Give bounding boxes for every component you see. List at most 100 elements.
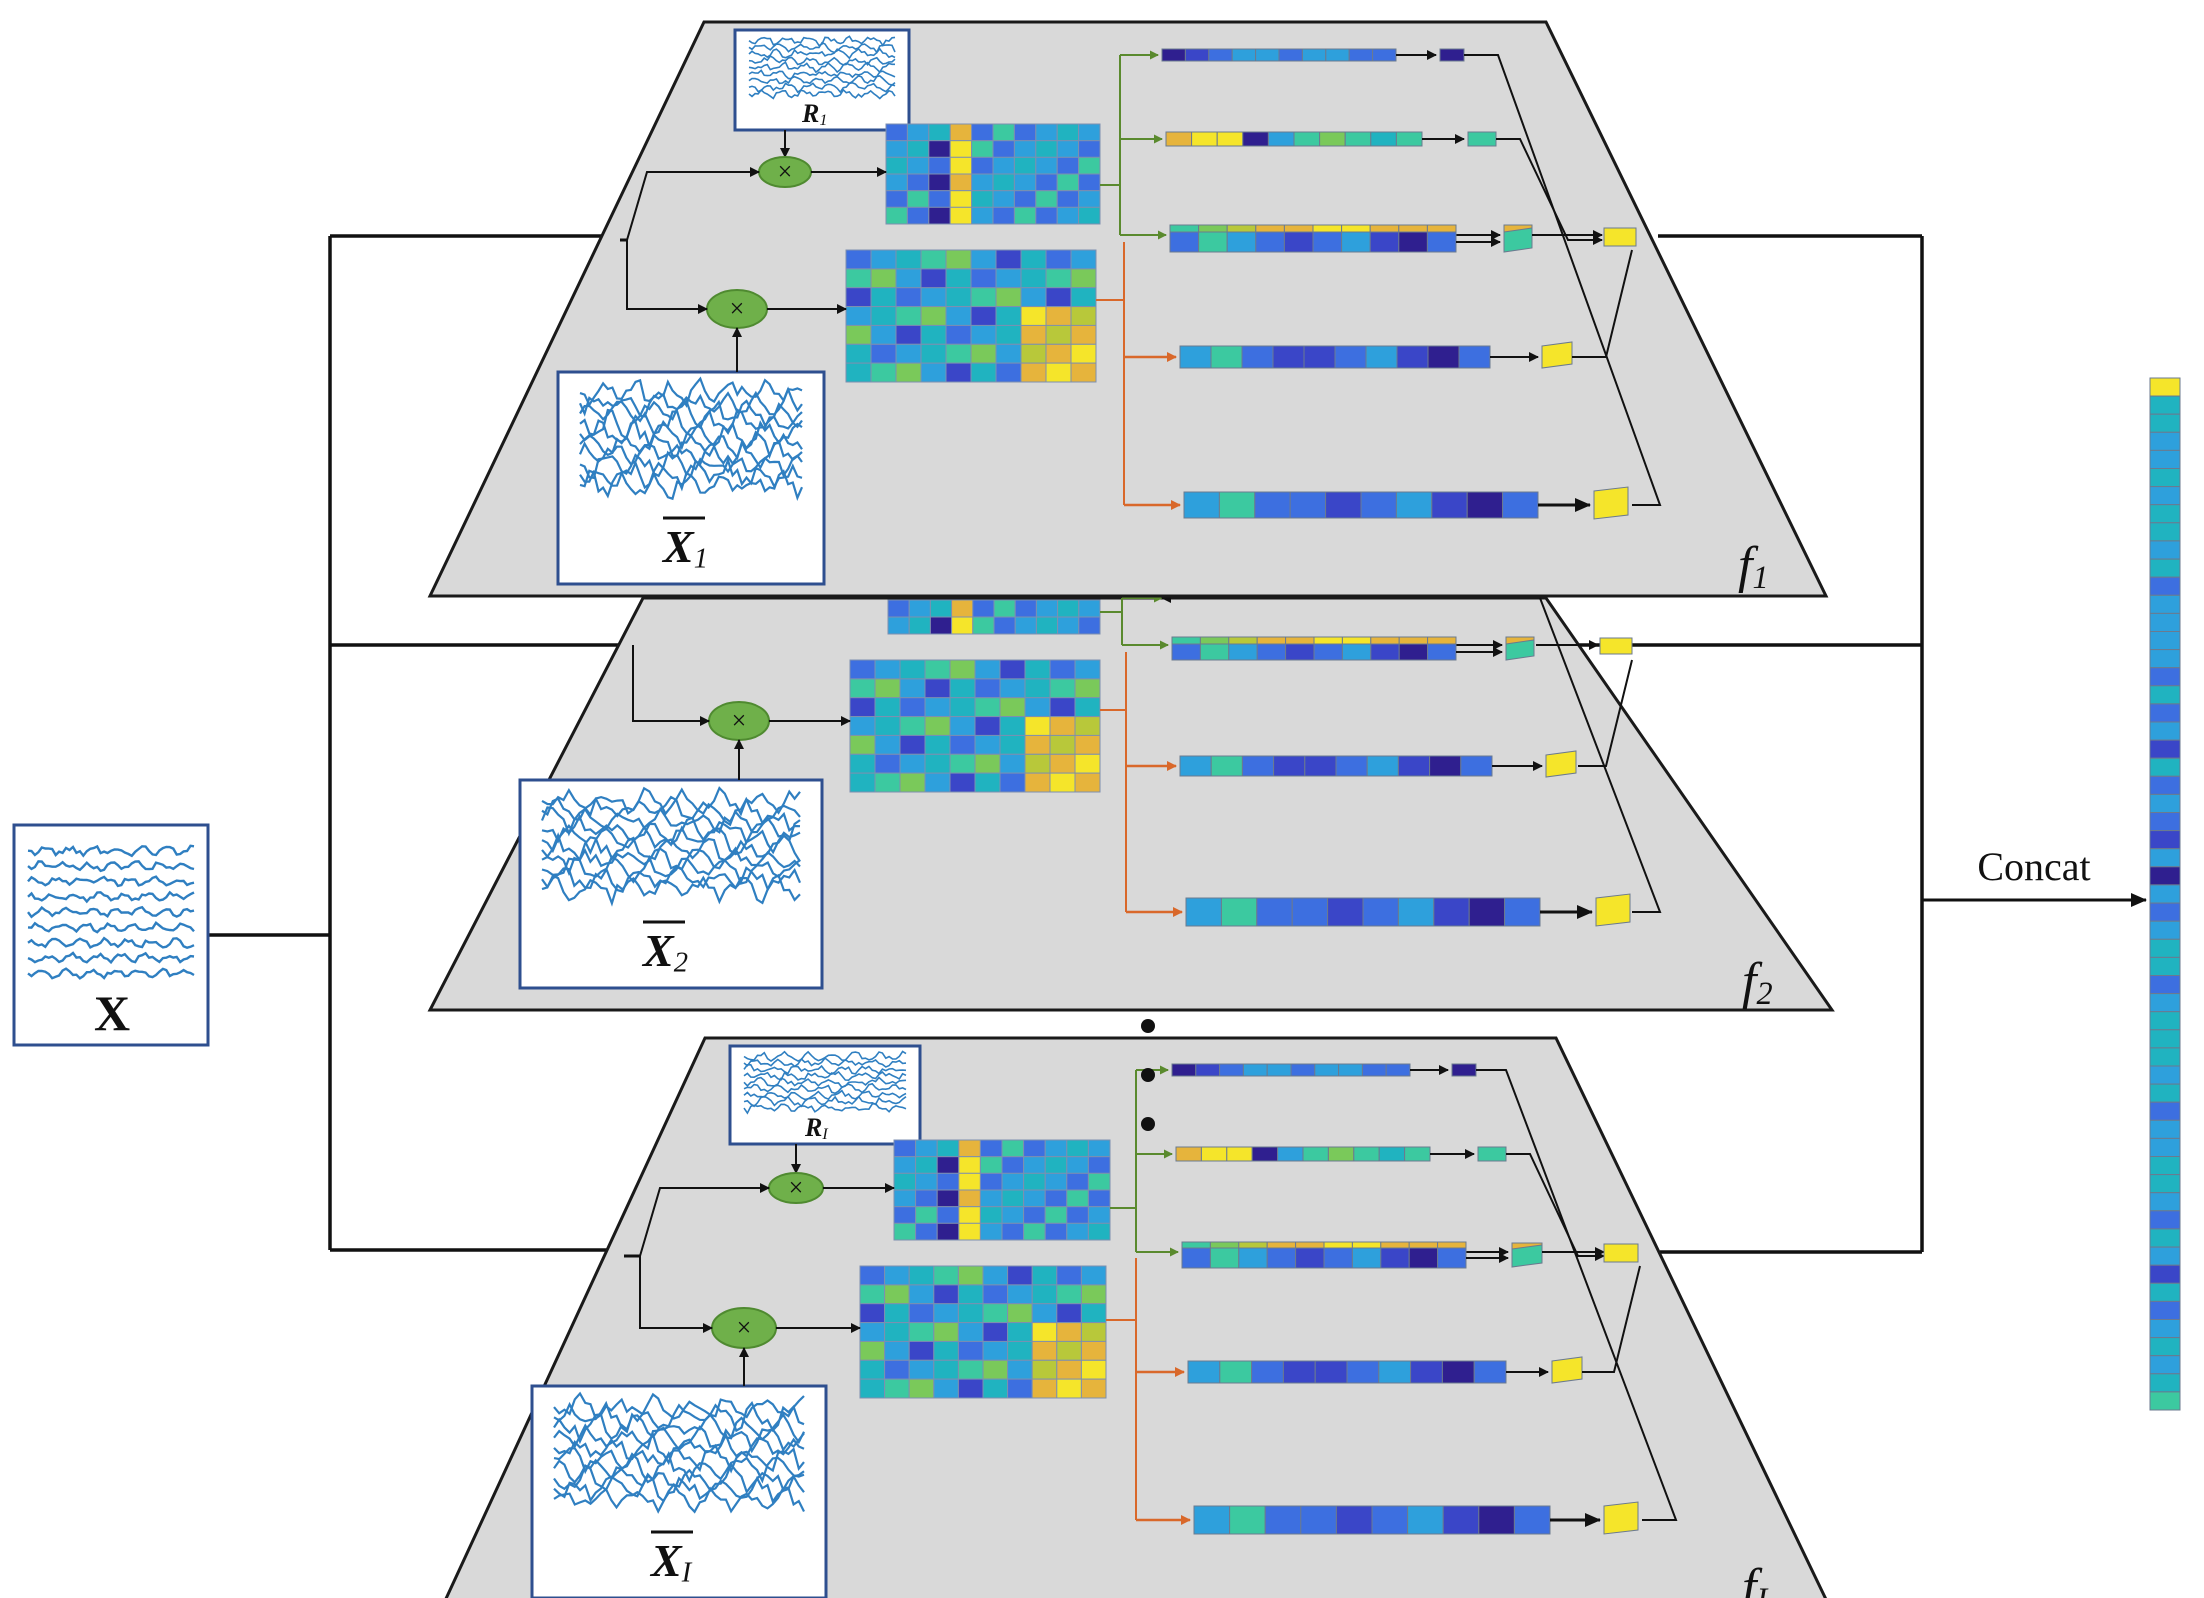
heatmap-cell xyxy=(1074,716,1101,736)
output-vector-cell xyxy=(2149,1246,2181,1266)
output-vector-cell xyxy=(2149,685,2181,705)
signal-trace xyxy=(748,55,896,66)
heatmap-cell xyxy=(992,173,1015,192)
heatmap-cell xyxy=(982,1284,1009,1305)
heatmap-cell xyxy=(995,287,1022,308)
spatial-feature-vector xyxy=(1169,231,1457,253)
vector-cell xyxy=(1334,345,1367,369)
heatmap-cell xyxy=(1035,206,1058,225)
heatmap-cell xyxy=(1023,1172,1046,1191)
heatmap-cell xyxy=(971,190,994,208)
layer-output-cell xyxy=(1599,637,1633,655)
heatmap-cell xyxy=(1035,173,1058,192)
heatmap-cell xyxy=(1013,123,1037,142)
output-vector-cell xyxy=(2149,775,2181,795)
vector-cell xyxy=(1267,131,1295,147)
heatmap-cell xyxy=(1023,1189,1046,1208)
signal-trace xyxy=(748,81,896,94)
heatmap-cell xyxy=(906,123,930,142)
vector-cell xyxy=(1408,1247,1439,1269)
output-vector-cell xyxy=(2149,631,2181,651)
heatmap-cell xyxy=(951,616,974,635)
vector-cell xyxy=(1341,231,1371,253)
pooled-feature xyxy=(1477,1146,1507,1162)
collect-line xyxy=(1539,597,1662,913)
vector-cell xyxy=(1210,755,1243,777)
vector-cell xyxy=(1338,1063,1363,1077)
heatmap-cell xyxy=(992,140,1015,158)
heatmap-cell xyxy=(1020,306,1047,327)
vector-cell xyxy=(1241,755,1275,777)
vector-cell xyxy=(1304,755,1337,777)
heatmap-cell xyxy=(1074,659,1101,680)
heatmap-cell xyxy=(1020,249,1047,270)
heatmap-cell xyxy=(1023,1156,1046,1174)
output-vector-cell xyxy=(2149,721,2181,741)
pooled-feature xyxy=(1511,1244,1543,1268)
heatmap-cell xyxy=(958,1222,981,1241)
heatmap-cell xyxy=(849,697,876,718)
vector-cell xyxy=(1220,897,1258,927)
collect-line xyxy=(1572,249,1633,358)
vector-cell xyxy=(1407,1505,1444,1535)
heatmap-cell xyxy=(1044,1222,1068,1241)
output-vector-cell xyxy=(2149,975,2181,995)
heatmap-cell xyxy=(1045,324,1072,345)
heatmap-cell xyxy=(1024,678,1051,699)
vector-cell xyxy=(1251,1360,1284,1384)
heatmap-cell xyxy=(859,1322,886,1342)
vector-cell xyxy=(1169,231,1200,253)
heatmap-cell xyxy=(957,1284,984,1305)
output-vector-cell xyxy=(2149,649,2181,669)
signal-trace xyxy=(743,1102,907,1115)
vector-cell xyxy=(1272,345,1305,369)
heatmap-cell xyxy=(1013,190,1037,208)
output-vector-cell xyxy=(2149,540,2181,560)
heatmap-cell xyxy=(893,1139,917,1158)
heatmap-cell xyxy=(885,206,908,225)
output-vector-cell xyxy=(2149,612,2181,633)
vector-cell xyxy=(1335,1505,1373,1535)
heatmap-cell xyxy=(1056,206,1080,225)
heatmap-cell xyxy=(971,140,994,158)
pooled-feature xyxy=(1467,131,1497,147)
vector-cell xyxy=(1291,897,1329,927)
heatmap-cell xyxy=(884,1284,910,1305)
heatmap-cell xyxy=(949,716,976,736)
vector-cell xyxy=(1378,1360,1412,1384)
signal-trace xyxy=(27,875,195,888)
heatmap-cell xyxy=(887,616,910,635)
heatmap-cell xyxy=(920,268,947,289)
heatmap-cell xyxy=(884,1340,910,1361)
heatmap-cell xyxy=(1031,1322,1058,1342)
heatmap-cell xyxy=(1066,1189,1089,1208)
heatmap-cell xyxy=(845,343,872,364)
heatmap-cell xyxy=(1023,1206,1046,1224)
heatmap-cell xyxy=(1056,1359,1082,1380)
heatmap-cell xyxy=(993,599,1016,618)
collect-line xyxy=(1578,659,1633,767)
heatmap-cell xyxy=(1070,324,1097,345)
output-vector-cell xyxy=(2149,1083,2181,1103)
signal-trace xyxy=(27,905,195,919)
output-vector-cell xyxy=(2149,920,2181,940)
output-vector-cell xyxy=(2149,395,2181,415)
heatmap-cell xyxy=(1013,156,1037,175)
vector-cell xyxy=(1395,131,1423,147)
heatmap-cell xyxy=(920,362,947,383)
heatmap-cell xyxy=(1078,616,1101,635)
heatmap-cell xyxy=(859,1265,886,1286)
pooled-feature xyxy=(1503,227,1533,253)
heatmap-cell xyxy=(908,1303,935,1324)
vector-cell xyxy=(1165,131,1193,147)
heatmap-cell xyxy=(1056,190,1080,208)
heatmap-cell xyxy=(1045,249,1072,270)
multiply-node: × xyxy=(706,289,768,329)
heatmap-cell xyxy=(992,123,1015,142)
output-vector-cell xyxy=(2149,377,2181,397)
vector-cell xyxy=(1254,491,1291,519)
vector-cell xyxy=(1319,131,1346,147)
heatmap-spatial xyxy=(845,249,1097,383)
signal-trace xyxy=(540,806,801,837)
vector-cell xyxy=(1300,1505,1337,1535)
